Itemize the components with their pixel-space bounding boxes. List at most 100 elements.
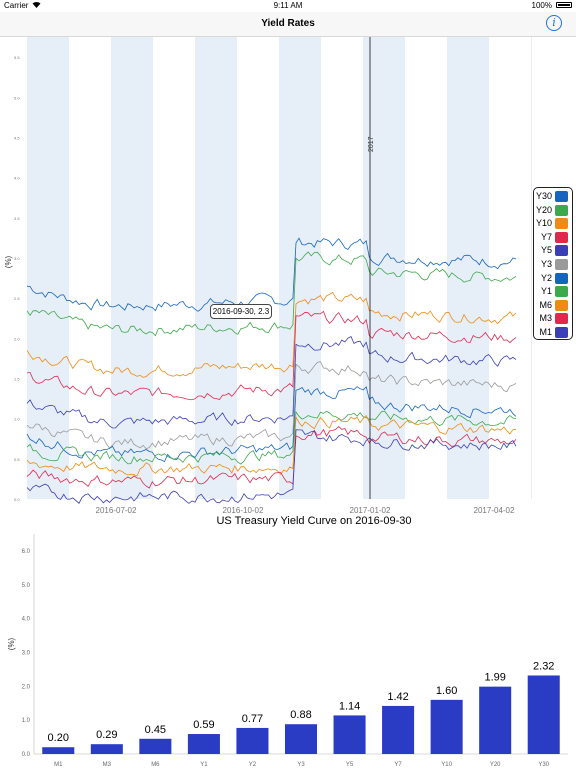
- legend-swatch: [555, 258, 568, 270]
- x-tick-label: M1: [54, 762, 63, 768]
- data-tooltip: 2016-09-30, 2.3: [210, 304, 272, 319]
- series-line-m1: [26, 429, 517, 504]
- series-line-y1: [26, 410, 517, 465]
- series-line-y3: [26, 361, 517, 450]
- bar-y5: [333, 715, 366, 754]
- navigation-bar: Yield Rates i: [0, 12, 576, 37]
- y-tick-label: 4.5: [14, 135, 20, 140]
- bar-value-label: 0.77: [242, 713, 263, 725]
- x-tick-label: 2016-10-02: [223, 506, 264, 515]
- bar-value-label: 0.45: [145, 724, 166, 736]
- legend-item: Y2: [534, 272, 572, 286]
- x-tick-label: Y1: [200, 762, 208, 768]
- legend-label: Y30: [535, 191, 552, 201]
- x-tick-label: 2017-01-02: [350, 506, 391, 515]
- legend-swatch: [555, 204, 568, 216]
- legend-label: M3: [539, 313, 552, 324]
- series-lines: [26, 237, 517, 504]
- x-tick-label: Y20: [490, 762, 501, 768]
- series-line-m6: [26, 414, 517, 477]
- legend-item: Y5: [534, 244, 572, 258]
- month-band: [195, 37, 237, 499]
- clock: 9:11 AM: [273, 1, 303, 10]
- legend-item: M1: [534, 326, 572, 340]
- bar-y2: [236, 727, 269, 754]
- y-tick-label: 1.5: [14, 376, 20, 381]
- x-tick-label: Y7: [394, 762, 402, 768]
- legend-label: Y5: [540, 245, 552, 256]
- y-axis-ticks: 0.0 1.0 2.0 3.0 4.0 5.0 6.0: [22, 549, 31, 758]
- bar-value-label: 0.20: [48, 732, 69, 744]
- y-axis-ticks: 0.0 0.5 1.0 1.5 2.0 2.5 3.0 3.5 4.0 4.5 5.0 5.5: [14, 55, 20, 502]
- bar-y30: [527, 675, 560, 754]
- bar-value-label: 0.88: [290, 709, 311, 721]
- battery-percent: 100%: [531, 1, 552, 10]
- y-tick-label: 0.0: [22, 752, 31, 758]
- legend-swatch: [555, 313, 568, 325]
- y-tick-label: 1.0: [22, 718, 31, 724]
- bar-value-label: 0.29: [96, 729, 117, 741]
- series-line-y7: [26, 310, 517, 401]
- y-tick-label: 6.0: [22, 549, 31, 555]
- series-line-m3: [26, 425, 517, 489]
- series-line-y10: [26, 291, 517, 378]
- chart-title: US Treasury Yield Curve on 2016-09-30: [216, 515, 411, 527]
- y-tick-label: 2.5: [14, 296, 20, 301]
- legend-label: Y10: [535, 218, 552, 229]
- bar-y3: [284, 724, 318, 754]
- legend-item: Y30: [534, 190, 572, 204]
- bar-y20: [479, 686, 512, 754]
- x-tick-label: M3: [103, 762, 112, 768]
- x-tick-label: Y2: [249, 762, 257, 768]
- y-tick-label: 3.0: [22, 650, 31, 656]
- battery-icon: [556, 2, 572, 8]
- x-axis-ticks: 2016-07-02 2016-10-02 2017-01-02 2017-04-02: [96, 506, 515, 515]
- y-tick-label: 5.0: [22, 583, 31, 589]
- y-axis-label: (%): [7, 637, 16, 650]
- legend-label: M6: [539, 299, 552, 310]
- legend-label: Y3: [540, 258, 552, 269]
- legend-item: Y10: [534, 217, 572, 231]
- series-line-y2: [26, 386, 517, 463]
- legend-label: Y20: [535, 204, 552, 215]
- legend-swatch: [555, 299, 568, 311]
- y-tick-label: 2.0: [14, 336, 20, 341]
- y-tick-label: 2.0: [22, 684, 31, 690]
- y-tick-label: 3.0: [14, 256, 20, 261]
- series-legend: Y30 Y20 Y10 Y7 Y5 Y3 Y2 Y1 M6 M3 M1: [533, 187, 573, 340]
- x-tick-label: Y3: [297, 762, 305, 768]
- yield-curve-chart: US Treasury Yield Curve on 2016-09-30 (%…: [7, 515, 568, 768]
- series-line-y5: [26, 336, 517, 429]
- legend-swatch: [555, 231, 568, 243]
- yield-history-chart[interactable]: 0.0 0.5 1.0 1.5 2.0 2.5 3.0 3.5 4.0 4.5 5.0 5.5 201…: [0, 37, 576, 517]
- legend-label: Y1: [540, 286, 552, 297]
- info-icon[interactable]: i: [546, 15, 562, 31]
- legend-label: M1: [539, 326, 552, 337]
- bar-y10: [430, 699, 463, 754]
- y-tick-label: 4.0: [14, 176, 20, 181]
- legend-swatch: [555, 286, 568, 298]
- y-tick-label: 0.0: [14, 497, 20, 502]
- y-tick-label: 5.5: [14, 55, 20, 60]
- legend-swatch: [555, 272, 568, 284]
- y-tick-label: 4.0: [22, 617, 31, 623]
- year-marker-label: 2017: [368, 136, 375, 152]
- wifi-icon: [32, 1, 41, 11]
- bar-value-label: 1.99: [484, 672, 505, 684]
- carrier-label: Carrier: [4, 1, 29, 10]
- legend-item: Y1: [534, 285, 572, 299]
- page-title: Yield Rates: [261, 18, 315, 29]
- series-line-y20: [26, 251, 517, 337]
- bar-y1: [187, 734, 220, 754]
- y-axis-label: (%): [4, 255, 13, 268]
- x-tick-label: 2017-04-02: [474, 506, 515, 515]
- bar-m1: [42, 747, 75, 754]
- legend-item: Y3: [534, 258, 572, 272]
- legend-swatch: [555, 245, 568, 257]
- status-bar: Carrier 9:11 AM 100%: [0, 0, 576, 12]
- legend-swatch: [555, 326, 568, 338]
- legend-swatch: [555, 191, 568, 202]
- bars: 0.20 M1 0.29 M3 0.45 M6 0.59 Y1 0.77 Y2 0.88 Y3 1.14…: [42, 660, 560, 768]
- legend-item: Y7: [534, 231, 572, 245]
- month-bands: [27, 37, 532, 499]
